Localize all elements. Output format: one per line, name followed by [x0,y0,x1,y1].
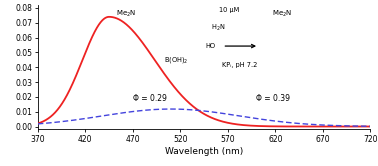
Text: KPᵢ, pH 7.2: KPᵢ, pH 7.2 [222,62,258,68]
Text: Φ = 0.39: Φ = 0.39 [256,94,290,103]
Text: H$_2$N: H$_2$N [211,23,226,33]
Text: 10 μM: 10 μM [219,7,239,13]
Text: Φ = 0.29: Φ = 0.29 [133,94,167,103]
Text: Me$_2$N: Me$_2$N [272,9,293,19]
Text: B(OH)$_2$: B(OH)$_2$ [164,55,189,65]
Text: Me$_2$N: Me$_2$N [116,9,136,19]
X-axis label: Wavelength (nm): Wavelength (nm) [165,147,243,156]
Text: HO: HO [206,43,216,49]
